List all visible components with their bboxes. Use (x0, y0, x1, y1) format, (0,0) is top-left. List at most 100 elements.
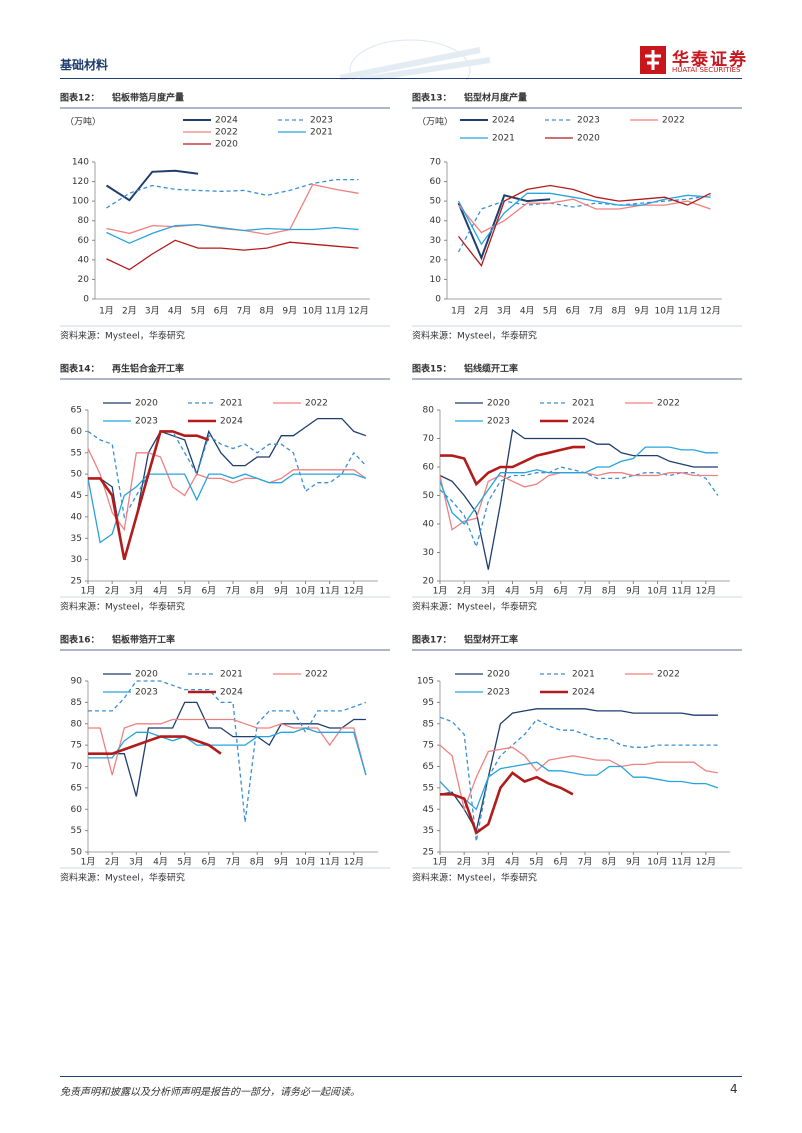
x-tick-label: 12月 (344, 857, 364, 868)
page-number: 4 (730, 1082, 738, 1096)
legend-label: 2020 (487, 399, 510, 409)
y-tick-label: 40 (430, 216, 442, 226)
legend-label: 2022 (657, 670, 680, 680)
y-tick-label: 80 (423, 406, 435, 416)
series-line (106, 178, 359, 209)
x-tick-label: 11月 (319, 857, 339, 868)
legend-label: 2024 (220, 417, 243, 427)
series-line (87, 448, 367, 532)
disclaimer: 免责声明和披露以及分析师声明是报告的一部分，请务必一起阅读。 (60, 1087, 360, 1098)
legend-label: 2022 (215, 128, 238, 138)
y-tick-label: 25 (423, 848, 434, 858)
y-tick-label: 70 (71, 762, 83, 772)
x-tick-label: 3月 (129, 857, 144, 868)
y-tick-label: 75 (423, 741, 434, 751)
x-tick-label: 1月 (433, 586, 448, 597)
y-tick-label: 60 (423, 463, 435, 473)
footer-rule (60, 1076, 742, 1077)
series-line (106, 223, 359, 244)
series-line (87, 430, 367, 519)
x-tick-label: 6月 (214, 306, 229, 317)
legend-label: 2021 (220, 399, 243, 409)
source: 资料来源：Mysteel，华泰研究 (412, 601, 537, 613)
x-tick-label: 6月 (553, 857, 568, 868)
y-tick-label: 40 (78, 255, 90, 265)
legend-label: 2023 (310, 116, 333, 126)
figure-title: 再生铝合金开工率 (112, 363, 184, 375)
x-tick-label: 2月 (122, 306, 137, 317)
x-tick-label: 10月 (647, 586, 667, 597)
x-tick-label: 11月 (677, 306, 697, 317)
series-line (457, 194, 711, 253)
x-tick-label: 6月 (566, 306, 581, 317)
y-tick-label: 50 (430, 197, 442, 207)
x-tick-label: 12月 (696, 857, 716, 868)
x-tick-label: 5月 (177, 857, 192, 868)
y-tick-label: 55 (423, 783, 434, 793)
x-tick-label: 4月 (520, 306, 535, 317)
x-tick-label: 3月 (481, 857, 496, 868)
legend-label: 2021 (310, 128, 333, 138)
y-tick-label: 90 (71, 677, 83, 687)
figure-title: 铝型材月度产量 (464, 92, 527, 104)
x-tick-label: 9月 (274, 586, 289, 597)
x-tick-label: 8月 (250, 586, 265, 597)
figure-title: 铝型材开工率 (464, 634, 518, 646)
x-tick-label: 1月 (81, 586, 96, 597)
header-rule (60, 78, 742, 79)
x-tick-label: 10月 (295, 857, 315, 868)
x-tick-label: 4月 (153, 586, 168, 597)
x-tick-label: 7月 (578, 857, 593, 868)
x-tick-label: 9月 (274, 857, 289, 868)
y-tick-label: 50 (71, 470, 83, 480)
series-line (439, 466, 719, 549)
series-line (88, 727, 367, 776)
legend-label: 2023 (135, 688, 158, 698)
y-tick-label: 75 (71, 741, 82, 751)
legend-label: 2022 (305, 399, 328, 409)
y-tick-label: 40 (423, 520, 435, 530)
x-tick-label: 5月 (177, 586, 192, 597)
series-line (457, 194, 551, 261)
source: 资料来源：Mysteel，华泰研究 (412, 330, 537, 342)
x-tick-label: 7月 (226, 857, 241, 868)
x-tick-label: 7月 (226, 586, 241, 597)
x-tick-label: 2月 (105, 857, 120, 868)
x-tick-label: 2月 (474, 306, 489, 317)
x-tick-label: 5月 (191, 306, 206, 317)
x-tick-label: 4月 (505, 586, 520, 597)
x-tick-label: 11月 (325, 306, 345, 317)
x-tick-label: 1月 (451, 306, 466, 317)
y-tick-label: 45 (71, 491, 82, 501)
y-tick-label: 0 (435, 295, 441, 305)
x-tick-label: 1月 (99, 306, 114, 317)
x-tick-label: 12月 (344, 586, 364, 597)
figure-title: 铝线缆开工率 (464, 363, 518, 375)
legend-label: 2021 (220, 670, 243, 680)
x-tick-label: 8月 (602, 857, 617, 868)
legend-label: 2020 (577, 134, 600, 144)
x-tick-label: 7月 (589, 306, 604, 317)
x-tick-label: 12月 (696, 586, 716, 597)
series-line (439, 761, 719, 811)
x-tick-label: 10月 (647, 857, 667, 868)
unit-label: （万吨） (417, 116, 453, 128)
y-tick-label: 60 (78, 236, 90, 246)
y-tick-label: 30 (423, 548, 435, 558)
logo-icon (640, 46, 666, 74)
x-tick-label: 5月 (529, 586, 544, 597)
x-tick-label: 3月 (129, 586, 144, 597)
x-tick-label: 10月 (302, 306, 322, 317)
y-tick-label: 65 (71, 406, 82, 416)
x-tick-label: 2月 (105, 586, 120, 597)
y-tick-label: 70 (430, 158, 442, 168)
legend-label: 2021 (572, 670, 595, 680)
y-tick-label: 20 (430, 255, 442, 265)
x-tick-label: 8月 (250, 857, 265, 868)
x-tick-label: 9月 (634, 306, 649, 317)
figure-title: 铝板带箔开工率 (112, 634, 175, 646)
x-tick-label: 7月 (237, 306, 252, 317)
